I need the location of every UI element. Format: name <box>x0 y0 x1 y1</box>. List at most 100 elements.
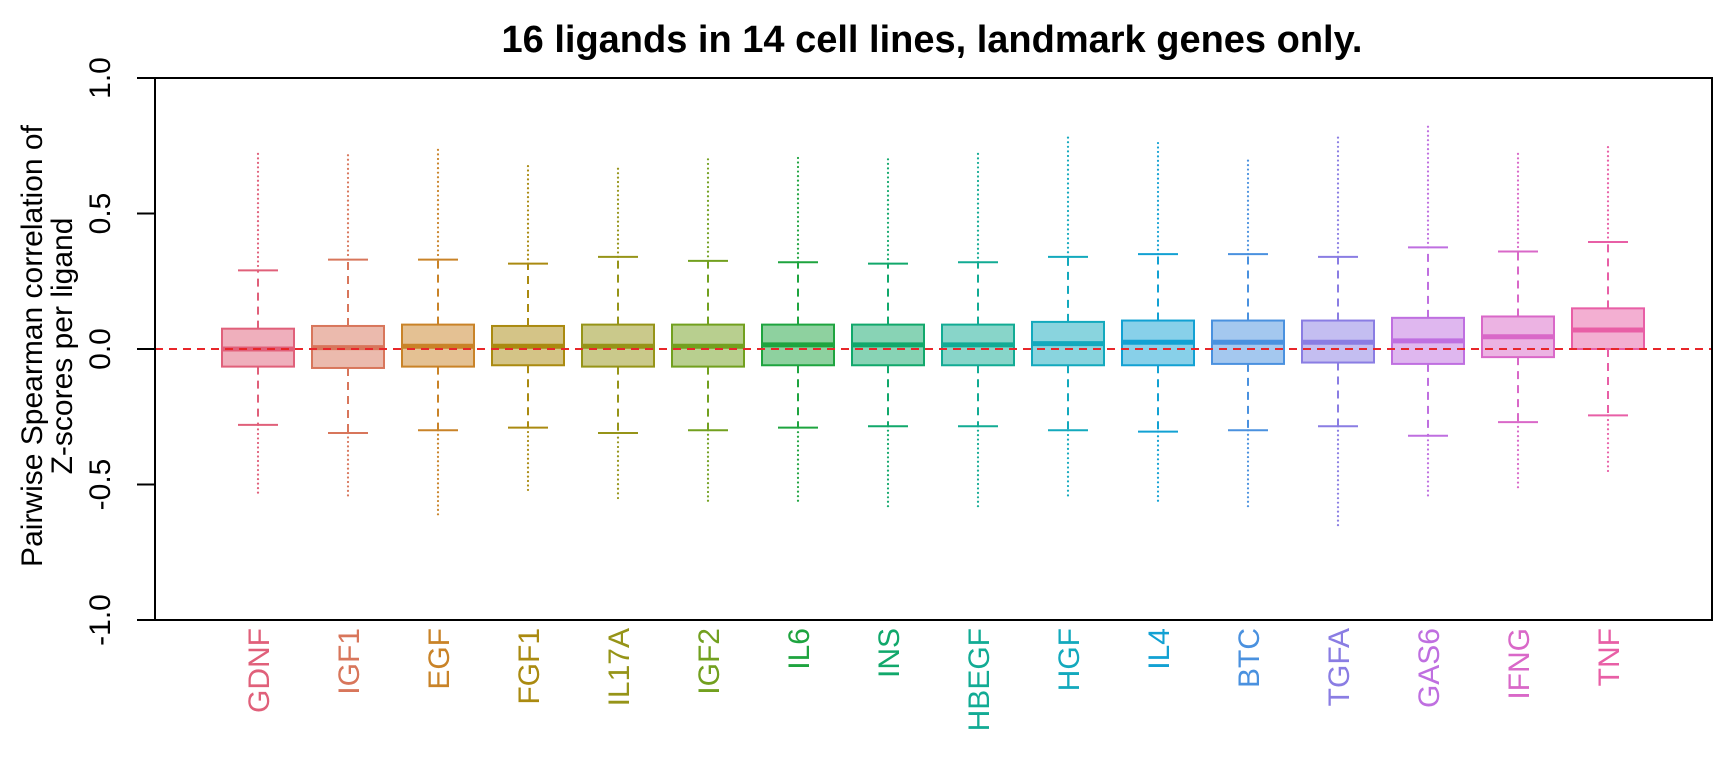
outlier-point <box>706 241 710 244</box>
outlier-point <box>706 204 710 207</box>
outlier-point <box>1516 430 1520 433</box>
outlier-point <box>256 477 260 481</box>
outlier-point <box>1066 164 1070 167</box>
outlier-point <box>796 165 800 169</box>
outlier-point <box>1426 215 1430 218</box>
outlier-point <box>1246 500 1250 503</box>
outlier-point <box>346 167 350 170</box>
outlier-point <box>1606 451 1610 454</box>
outlier-point <box>256 487 260 490</box>
outlier-point <box>706 442 710 445</box>
outlier-point <box>1516 197 1520 200</box>
outlier-point <box>796 238 800 241</box>
outlier-point <box>1246 487 1250 490</box>
outlier-point <box>1336 237 1340 240</box>
outlier-point <box>1426 165 1430 169</box>
outlier-point <box>1336 510 1340 513</box>
outlier-point <box>886 189 890 193</box>
box-TNF <box>1571 146 1645 473</box>
outlier-point <box>886 199 890 202</box>
outlier-point <box>1606 469 1610 473</box>
outlier-point <box>1156 226 1160 229</box>
outlier-point <box>1246 496 1250 499</box>
outlier-point <box>1516 453 1520 456</box>
outlier-point <box>346 235 350 238</box>
outlier-point <box>616 220 620 223</box>
outlier-point <box>1156 141 1160 145</box>
x-label-GAS6: GAS6 <box>1413 628 1446 708</box>
outlier-point <box>976 447 980 450</box>
outlier-point <box>1426 210 1430 213</box>
outlier-point <box>1336 242 1340 245</box>
outlier-point <box>1426 448 1430 451</box>
outlier-point <box>1426 156 1430 160</box>
outlier-point <box>886 162 890 165</box>
outlier-point <box>1336 150 1340 153</box>
outlier-point <box>526 222 530 225</box>
box-IL17A <box>581 167 655 500</box>
outlier-point <box>706 209 710 212</box>
outlier-point <box>526 439 530 443</box>
outlier-point <box>796 161 800 164</box>
outlier-point <box>706 495 710 498</box>
outlier-point <box>1066 251 1070 254</box>
outlier-point <box>1516 174 1520 178</box>
outlier-point <box>1246 239 1250 242</box>
outlier-point <box>616 436 620 439</box>
outlier-point <box>1606 227 1610 230</box>
outlier-point <box>1336 470 1340 473</box>
outlier-point <box>526 258 530 261</box>
outlier-point <box>886 451 890 454</box>
outlier-point <box>1426 148 1430 151</box>
outlier-point <box>1336 465 1340 468</box>
outlier-point <box>1606 460 1610 463</box>
outlier-point <box>346 449 350 452</box>
outlier-point <box>976 184 980 187</box>
x-label-EGF: EGF <box>423 628 456 690</box>
outlier-point <box>706 172 710 175</box>
outlier-point <box>706 482 710 485</box>
outlier-point <box>1066 484 1070 488</box>
outlier-point <box>1606 191 1610 194</box>
outlier-point <box>1426 228 1430 231</box>
outlier-point <box>796 431 800 434</box>
outlier-point <box>346 158 350 161</box>
outlier-point <box>1336 251 1340 254</box>
outlier-point <box>1336 164 1340 167</box>
outlier-point <box>1426 241 1430 245</box>
outlier-point <box>706 190 710 193</box>
outlier-point <box>436 460 440 463</box>
outlier-point <box>256 170 260 173</box>
outlier-point <box>1516 214 1520 218</box>
outlier-point <box>256 224 260 227</box>
x-axis-labels: GDNF IGF1 EGF FGF1 IL17A IGF2 IL6 INS HBEGF HGF IL… <box>243 628 1626 731</box>
outlier-point <box>1246 172 1250 176</box>
outlier-point <box>1156 462 1160 466</box>
outlier-point <box>1426 134 1430 137</box>
outlier-point <box>976 175 980 178</box>
outlier-point <box>976 234 980 237</box>
outlier-point <box>436 189 440 193</box>
y-tick-label-4: 1.0 <box>84 57 117 99</box>
outlier-point <box>1336 219 1340 222</box>
outlier-point <box>706 167 710 170</box>
outlier-point <box>346 231 350 234</box>
outlier-point <box>256 459 260 463</box>
outlier-point <box>526 213 530 216</box>
outlier-point <box>346 494 350 497</box>
outlier-point <box>886 469 890 472</box>
outlier-point <box>1516 210 1520 213</box>
outlier-point <box>796 174 800 178</box>
outlier-point <box>976 188 980 192</box>
outlier-point <box>1246 195 1250 198</box>
outlier-point <box>706 213 710 216</box>
box-EGF <box>401 148 475 516</box>
outlier-point <box>976 216 980 219</box>
outlier-point <box>796 206 800 209</box>
outlier-point <box>436 486 440 489</box>
outlier-point <box>256 455 260 458</box>
outlier-point <box>886 226 890 229</box>
outlier-point <box>1246 199 1250 202</box>
outlier-point <box>1606 213 1610 216</box>
outlier-point <box>346 463 350 466</box>
